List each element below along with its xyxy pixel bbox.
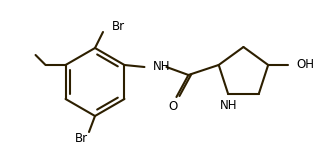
Text: O: O: [169, 100, 178, 113]
Text: NH: NH: [152, 61, 170, 73]
Text: OH: OH: [296, 58, 314, 72]
Text: NH: NH: [219, 99, 237, 112]
Text: Br: Br: [112, 20, 125, 33]
Text: Br: Br: [74, 132, 88, 144]
